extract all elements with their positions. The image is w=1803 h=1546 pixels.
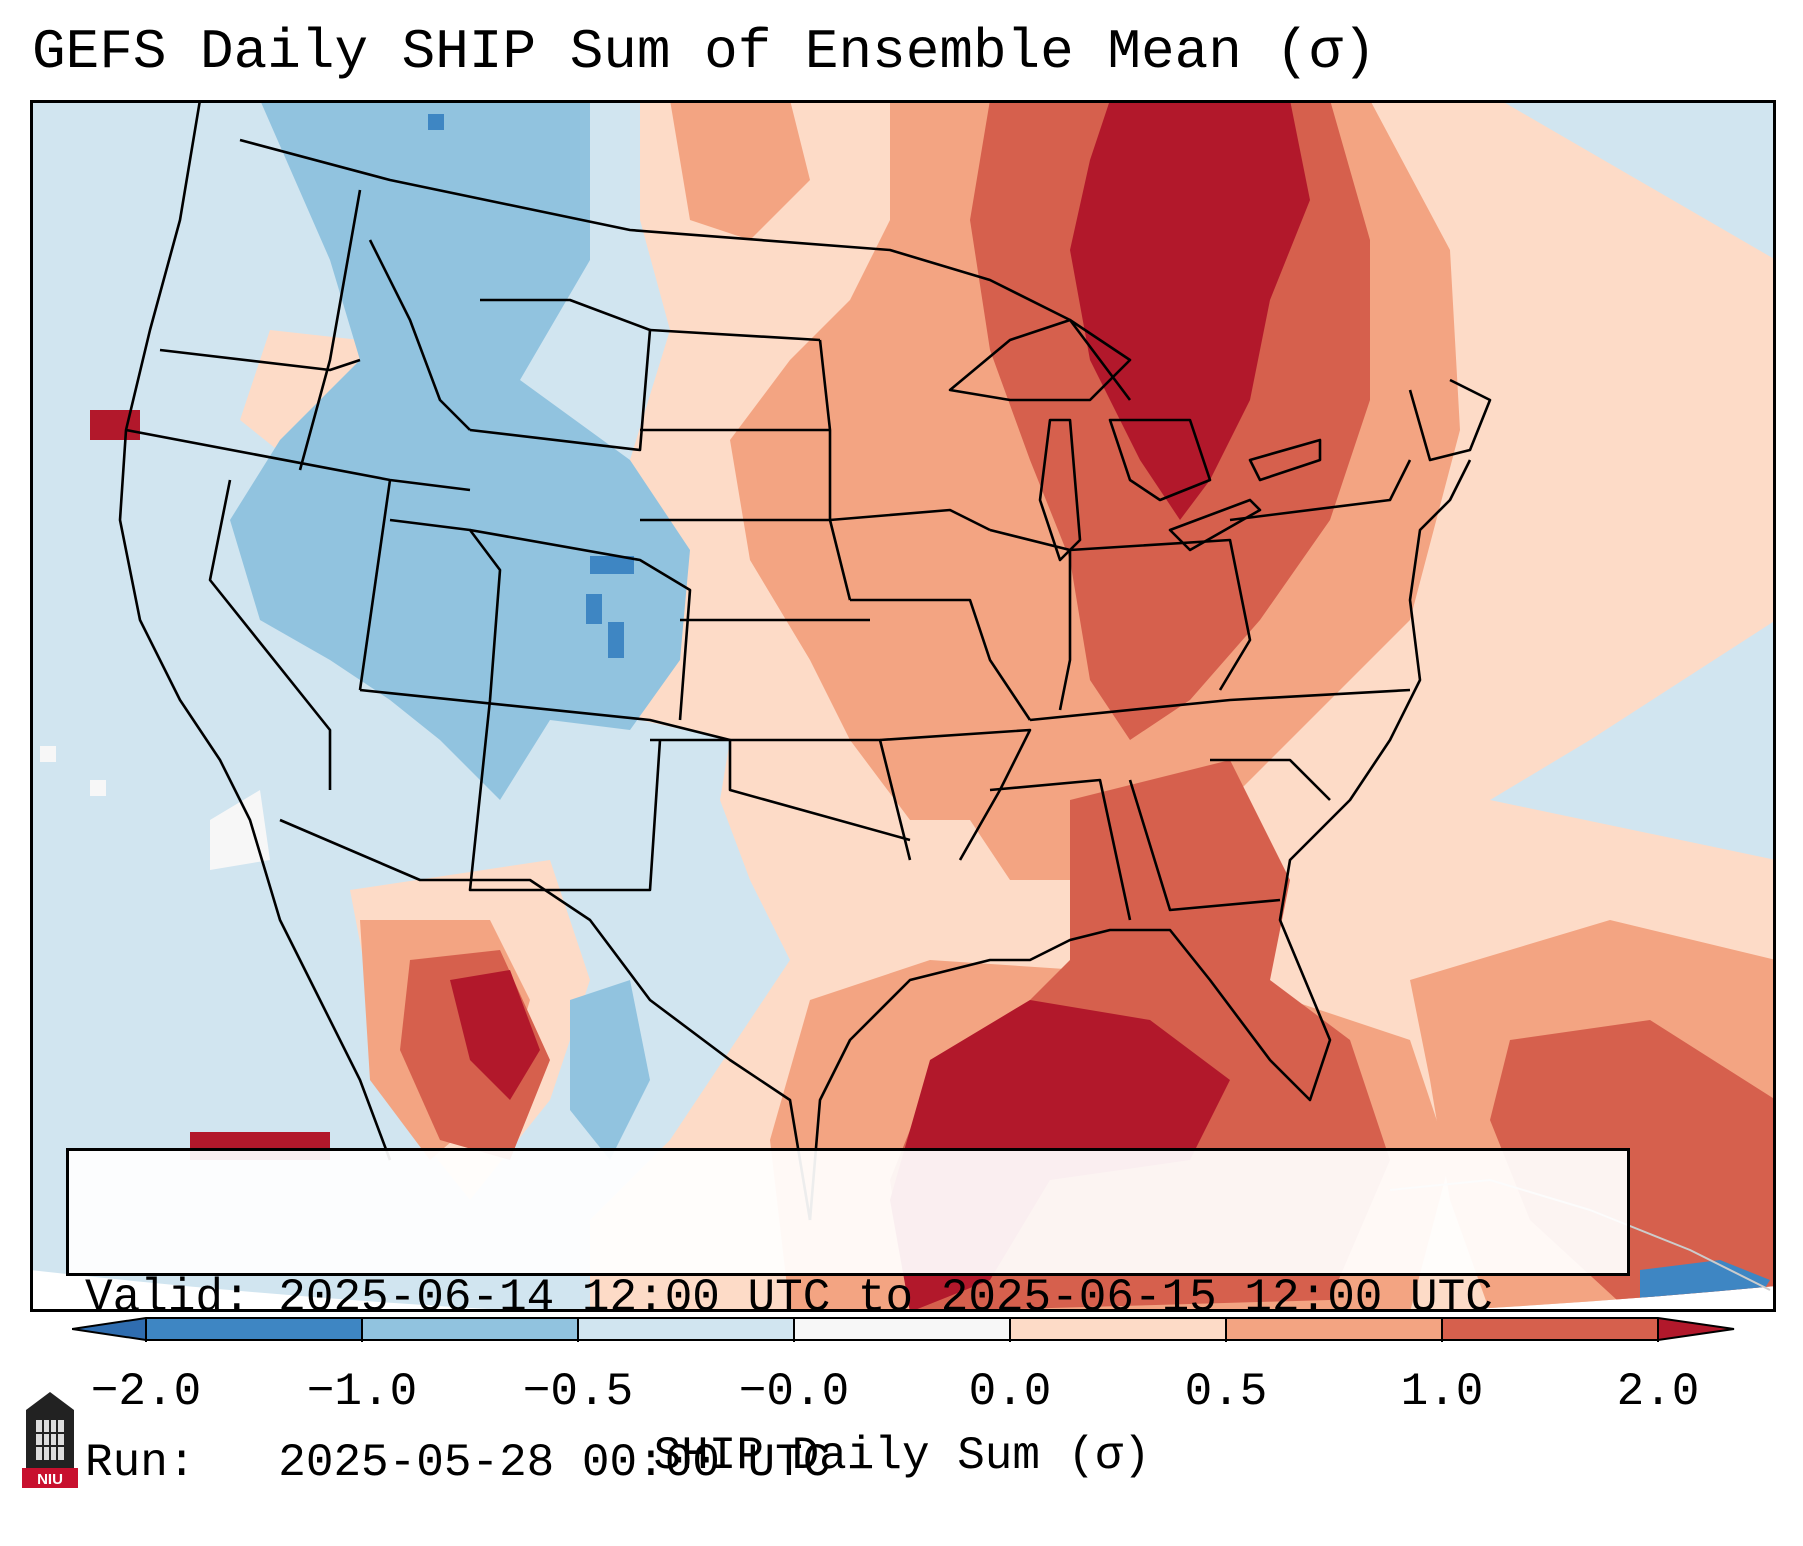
map-border (30, 100, 1776, 1312)
colorbar-bin-3 (578, 1318, 794, 1340)
colorbar-extend-under (72, 1318, 146, 1340)
field-extreme-positive-pacific (90, 410, 140, 440)
border-nm-tx (468, 699, 662, 892)
colorbar-tick-label: −0.5 (522, 1366, 634, 1418)
border-nc-sc (1210, 758, 1331, 801)
border-id (298, 189, 362, 471)
colorbar-tick-label: −0.0 (738, 1366, 850, 1418)
field-near-zero-pacific (210, 790, 270, 870)
field-extreme-positive-mexico (450, 970, 540, 1100)
colorbar-bin-5 (1010, 1318, 1226, 1340)
field-strong-negative-3 (608, 622, 624, 658)
colorbar-ticks (145, 1318, 1659, 1342)
texas-coast (808, 459, 1472, 1221)
field-near-zero-3 (90, 780, 106, 796)
colorbar-bin-7 (1442, 1318, 1658, 1340)
colorbar (72, 1317, 1735, 1342)
colorbar-bin-4 (794, 1318, 1010, 1340)
border-il-in (989, 528, 1072, 711)
logo-text: NIU (37, 1471, 63, 1488)
border-co (469, 528, 692, 721)
run-line: Run: 2025-05-28 00:00 UTC (85, 1437, 831, 1489)
colorbar-bin-6 (1226, 1318, 1442, 1340)
coastline-west (118, 100, 392, 1161)
colorbar-tick-label: 2.0 (1616, 1366, 1700, 1418)
border-al-ga (1128, 779, 1281, 912)
colorbar-label: SHIP Daily Sum (σ) (653, 1430, 1151, 1482)
border-nv-ut (358, 479, 392, 691)
colorbar-tick-label: −2.0 (90, 1366, 202, 1418)
colorbar-tick-label: 0.0 (968, 1366, 1052, 1418)
mexico-border (279, 818, 812, 1221)
map-svg (30, 100, 1776, 1312)
border-wa-or (159, 348, 361, 372)
border-tn-ky (1029, 688, 1411, 722)
border-mn-ia (818, 339, 991, 532)
info-box: Valid: 2025-06-14 12:00 UTC to 2025-06-1… (66, 1148, 1630, 1489)
valid-line: Valid: 2025-06-14 12:00 UTC to 2025-06-1… (85, 1272, 1493, 1324)
colorbar-extend-over (1658, 1318, 1734, 1340)
border-nd-sd (649, 328, 821, 342)
field-near-zero-2 (40, 746, 56, 762)
lake-ontario (1248, 438, 1322, 482)
border-ms-al (989, 778, 1132, 921)
border-ia-mo (850, 598, 1032, 721)
map-panel[interactable] (30, 100, 1776, 1312)
border-id-mt (368, 239, 471, 431)
lake-superior (948, 318, 1132, 402)
field-strong-negative-2 (586, 594, 602, 624)
lake-erie (1168, 498, 1262, 552)
colorbar-tick-label: 0.5 (1184, 1366, 1268, 1418)
colorbar-tick-label: −1.0 (306, 1366, 418, 1418)
border-pa-ny (1229, 459, 1412, 522)
field-strong-negative-1 (590, 556, 634, 574)
lake-michigan (1038, 418, 1082, 562)
colorbar-bin-2 (362, 1318, 578, 1340)
colorbar-tick-label: 1.0 (1400, 1366, 1484, 1418)
colorbar-bin-1 (146, 1318, 362, 1340)
lake-huron (1108, 418, 1212, 502)
field-moderate-negative-mexico (570, 980, 650, 1160)
border-ne-states (1408, 378, 1492, 462)
border-ar (879, 728, 1032, 861)
field-extreme-positive-north (1070, 100, 1310, 520)
border-ut (389, 518, 502, 701)
niu-logo-icon: NIU (22, 1392, 78, 1488)
field-moderate-positive-west (670, 100, 810, 240)
political-borders (118, 100, 1771, 1291)
border-oh (1069, 538, 1252, 691)
border-nv-ca (208, 479, 332, 790)
field-strong-negative-4 (428, 114, 444, 130)
map-title: GEFS Daily SHIP Sum of Ensemble Mean (σ) (32, 20, 1377, 84)
